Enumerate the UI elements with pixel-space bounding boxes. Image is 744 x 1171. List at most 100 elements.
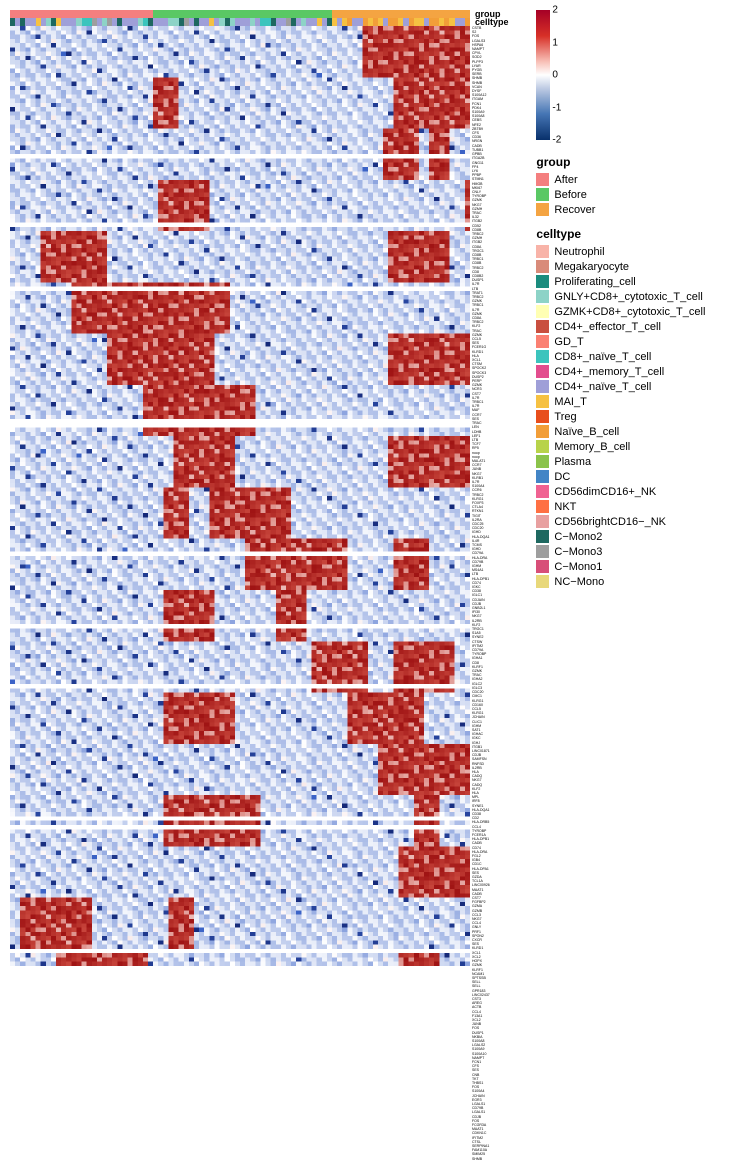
legend-label: GNLY+CD8+_cytotoxic_T_cell: [554, 291, 702, 303]
legend-swatch: [536, 410, 549, 423]
colorbar-tick: 0: [552, 70, 558, 81]
legend-swatch: [536, 290, 549, 303]
legend-swatch: [536, 530, 549, 543]
legend-item: Proliferating_cell: [536, 274, 734, 289]
legend-label: C−Mono3: [554, 546, 602, 558]
legend-item: C−Mono2: [536, 529, 734, 544]
legend-label: Proliferating_cell: [554, 276, 635, 288]
legend-label: Naïve_B_cell: [554, 426, 619, 438]
legend-item: Plasma: [536, 454, 734, 469]
celltype-legend-title: celltype: [536, 227, 734, 241]
celltype-legend: celltype Neutrophil Megakaryocyte Prolifer…: [536, 227, 734, 589]
legend-swatch: [536, 275, 549, 288]
legend-swatch: [536, 260, 549, 273]
legend-item: CD4+_naïve_T_cell: [536, 379, 734, 394]
legend-item: MAI_T: [536, 394, 734, 409]
legend-swatch: [536, 440, 549, 453]
celltype-axis-label: celltype: [475, 18, 509, 26]
legend-label: Megakaryocyte: [554, 261, 629, 273]
legend-swatch: [536, 515, 549, 528]
legend-swatch: [536, 455, 549, 468]
legend-item: Megakaryocyte: [536, 259, 734, 274]
legend-item: GZMK+CD8+_cytotoxic_T_cell: [536, 304, 734, 319]
legend-swatch: [536, 485, 549, 498]
legend-item: Recover: [536, 202, 734, 217]
legend-swatch: [536, 203, 549, 216]
heatmap-main: [10, 10, 470, 1161]
colorbar: 210-1-2: [536, 10, 550, 140]
group-legend-title: group: [536, 155, 734, 169]
gene-label: SHMB: [472, 1157, 521, 1161]
legend-label: Memory_B_cell: [554, 441, 630, 453]
legend-item: GD_T: [536, 334, 734, 349]
legend-label: CD4+_naïve_T_cell: [554, 381, 651, 393]
heatmap-figure: CSTBS2FOSLGALS3HSPA6NAMPTCPVLSOD2PLPP3LY…: [10, 10, 734, 1161]
legend-label: NC−Mono: [554, 576, 604, 588]
colorbar-tick: -1: [552, 102, 561, 113]
legend-swatch: [536, 245, 549, 258]
legend-label: DC: [554, 471, 570, 483]
legend-label: CD56brightCD16−_NK: [554, 516, 666, 528]
legend-item: CD8+_naïve_T_cell: [536, 349, 734, 364]
legend-item: Before: [536, 187, 734, 202]
legend-swatch: [536, 335, 549, 348]
colorbar-tick: 2: [552, 5, 558, 16]
row-gene-labels: CSTBS2FOSLGALS3HSPA6NAMPTCPVLSOD2PLPP3LY…: [470, 10, 521, 1161]
colorbar-tick: 1: [552, 37, 558, 48]
legend-label: CD4+_memory_T_cell: [554, 366, 664, 378]
legend-swatch: [536, 470, 549, 483]
legend-swatch: [536, 545, 549, 558]
legend-item: Neutrophil: [536, 244, 734, 259]
legend-label: CD4+_effector_T_cell: [554, 321, 661, 333]
legend-swatch: [536, 305, 549, 318]
legend-item: Treg: [536, 409, 734, 424]
legend-item: GNLY+CD8+_cytotoxic_T_cell: [536, 289, 734, 304]
legend-label: GZMK+CD8+_cytotoxic_T_cell: [554, 306, 705, 318]
heatmap-canvas: [10, 26, 470, 966]
legend-item: Naïve_B_cell: [536, 424, 734, 439]
celltype-annotation-bar: [10, 18, 470, 26]
legend-label: CD56dimCD16+_NK: [554, 486, 656, 498]
legend-label: MAI_T: [554, 396, 586, 408]
legend-label: Before: [554, 189, 586, 201]
group-legend: group After Before Recover: [536, 155, 734, 217]
legend-item: NKT: [536, 499, 734, 514]
legend-label: Plasma: [554, 456, 591, 468]
legend-swatch: [536, 380, 549, 393]
legend-swatch: [536, 575, 549, 588]
annotation-axis-labels: group celltype: [475, 10, 509, 26]
legend-label: CD8+_naïve_T_cell: [554, 351, 651, 363]
legend-swatch: [536, 425, 549, 438]
column-annotations: [10, 10, 470, 26]
legend-swatch: [536, 188, 549, 201]
legend-label: Treg: [554, 411, 576, 423]
legend-swatch: [536, 320, 549, 333]
legend-swatch: [536, 173, 549, 186]
legend-label: NKT: [554, 501, 576, 513]
legend-label: After: [554, 174, 577, 186]
legend-swatch: [536, 500, 549, 513]
legend-item: Memory_B_cell: [536, 439, 734, 454]
legends-panel: 210-1-2 group After Before Recover celltyp…: [521, 10, 734, 1161]
legend-swatch: [536, 560, 549, 573]
legend-item: DC: [536, 469, 734, 484]
legend-item: CD56brightCD16−_NK: [536, 514, 734, 529]
legend-label: Neutrophil: [554, 246, 604, 258]
legend-label: C−Mono1: [554, 561, 602, 573]
legend-label: GD_T: [554, 336, 583, 348]
legend-item: CD56dimCD16+_NK: [536, 484, 734, 499]
legend-item: C−Mono3: [536, 544, 734, 559]
colorbar-tick: -2: [552, 135, 561, 146]
legend-swatch: [536, 350, 549, 363]
group-annotation-bar: [10, 10, 470, 18]
legend-item: CD4+_memory_T_cell: [536, 364, 734, 379]
legend-item: NC−Mono: [536, 574, 734, 589]
legend-item: CD4+_effector_T_cell: [536, 319, 734, 334]
colorbar-gradient: [536, 10, 550, 140]
legend-item: After: [536, 172, 734, 187]
legend-swatch: [536, 365, 549, 378]
legend-swatch: [536, 395, 549, 408]
legend-label: Recover: [554, 204, 595, 216]
legend-label: C−Mono2: [554, 531, 602, 543]
legend-item: C−Mono1: [536, 559, 734, 574]
